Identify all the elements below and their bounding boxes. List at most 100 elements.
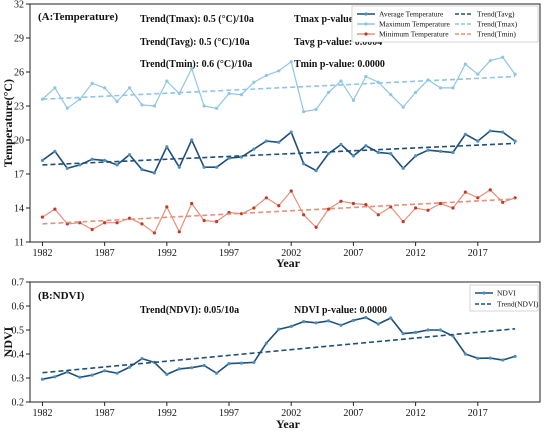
data-point (90, 227, 94, 232)
data-point (152, 231, 156, 235)
data-point (115, 99, 119, 104)
x-tick-label: 1987 (95, 248, 115, 259)
data-point (389, 316, 393, 320)
data-point (78, 375, 82, 379)
y-tick-label: 14 (14, 204, 24, 215)
data-point (326, 152, 331, 156)
data-point (177, 230, 181, 234)
data-point (264, 196, 268, 200)
data-point (289, 324, 293, 328)
data-point (140, 222, 144, 226)
y-tick-label: 0.3 (12, 374, 25, 385)
data-point (177, 367, 181, 371)
data-point (165, 79, 169, 83)
series-line-1 (41, 56, 516, 113)
legend-box (469, 284, 539, 312)
data-point (227, 91, 231, 96)
y-tick-label: 0.5 (12, 326, 25, 337)
data-point (513, 354, 517, 358)
data-point (152, 171, 156, 175)
data-point (264, 139, 268, 143)
panel-b-xlabel: Year (276, 417, 301, 431)
legend-box (351, 5, 539, 43)
panel-a: (A:Temperature) Trend(Tmax): 0.5 (°C)/10… (1, 0, 541, 270)
data-point (476, 196, 480, 200)
panel-b-plot (40, 315, 517, 381)
data-point (451, 206, 455, 210)
data-point (227, 362, 231, 366)
data-point (401, 105, 405, 109)
data-point (302, 213, 306, 217)
y-tick-label: 17 (14, 170, 24, 181)
legend-label: NDVI (497, 289, 516, 298)
y-tick-label: 23 (14, 102, 24, 113)
data-point (364, 315, 368, 320)
data-point (426, 328, 430, 332)
data-point (401, 166, 405, 170)
panel-b: (B:NDVI) Trend(NDVI): 0.05/10a NDVI p-va… (1, 278, 541, 431)
legend-label: Trend(Tmax) (477, 20, 518, 29)
panel-b-frame (29, 281, 541, 403)
data-point (190, 138, 194, 142)
y-tick-label: 0.4 (12, 350, 25, 361)
data-point (314, 321, 318, 325)
x-tick-label: 2002 (281, 408, 301, 419)
data-point (252, 80, 256, 84)
data-point (277, 140, 281, 144)
data-point (463, 62, 467, 66)
data-point (115, 163, 119, 167)
data-point (127, 86, 132, 90)
series-line-0 (42, 316, 516, 380)
data-point (401, 332, 405, 336)
y-tick-label: 0.6 (12, 302, 25, 313)
data-point (165, 205, 169, 209)
annotation-ndvi-p: NDVI p-value: 0.0000 (294, 305, 387, 316)
panel-a-legend: Average Temperature Trend(Tavg) Maximum Te… (351, 5, 539, 43)
data-point (40, 215, 45, 219)
data-point (214, 165, 219, 169)
panel-b-ticks: 1982 1987 1992 1997 2002 2007 2012 2017 0.2 0.3 0.… (12, 278, 488, 420)
y-tick-label: 20 (14, 136, 24, 147)
panel-a-frame (29, 3, 541, 243)
annotation-tavg-p: Tavg p-value: 0.0004 (294, 37, 382, 48)
data-point (214, 220, 219, 224)
data-point (202, 165, 206, 169)
data-point (65, 166, 69, 170)
data-point (277, 204, 281, 208)
data-point (488, 59, 492, 63)
data-point (202, 104, 206, 108)
data-point (364, 74, 368, 79)
trend-line-3 (42, 142, 516, 166)
data-point (177, 165, 181, 169)
data-point (501, 358, 505, 362)
x-tick-label: 1982 (32, 408, 52, 419)
data-point (190, 201, 194, 206)
data-point (488, 129, 492, 133)
legend-marker (364, 12, 368, 16)
data-point (202, 363, 206, 368)
data-point (277, 69, 281, 73)
x-tick-label: 2017 (468, 408, 488, 419)
x-tick-label: 1992 (157, 248, 177, 259)
legend-label: Trend(NDVI) (497, 300, 539, 309)
data-point (476, 356, 480, 360)
data-point (376, 213, 380, 217)
data-point (239, 93, 244, 97)
data-point (389, 152, 393, 156)
data-point (463, 190, 467, 194)
panel-a-ylabel: Temperature(°C) (1, 79, 15, 167)
data-point (53, 86, 57, 90)
legend-marker (364, 22, 368, 26)
x-tick-label: 2012 (406, 408, 426, 419)
data-point (140, 167, 144, 172)
panel-b-label: (B:NDVI) (38, 290, 85, 302)
data-point (140, 103, 144, 107)
x-tick-label: 2007 (343, 408, 363, 419)
data-point (501, 55, 505, 59)
data-point (376, 322, 380, 326)
data-point (140, 356, 144, 361)
data-point (476, 72, 480, 76)
data-point (90, 81, 94, 85)
legend-label: Minimum Temperature (379, 30, 449, 39)
